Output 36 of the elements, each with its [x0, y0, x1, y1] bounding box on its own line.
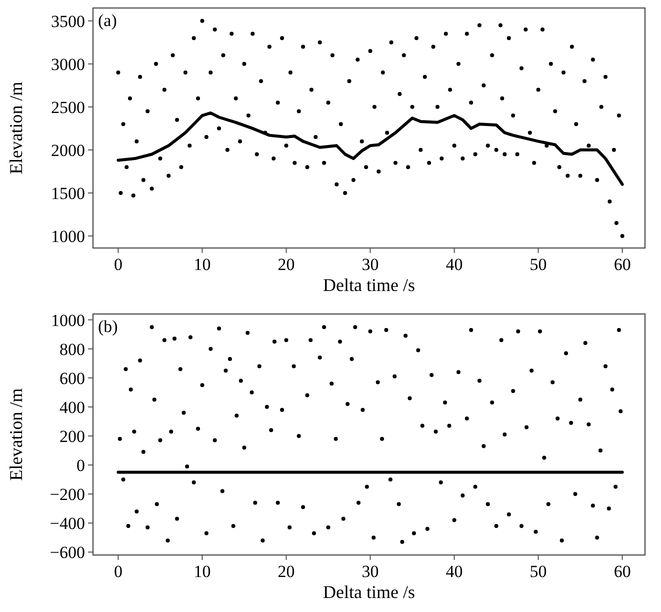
y-tick-label: −200: [50, 484, 85, 504]
line-series: [116, 111, 624, 186]
y-tick-label: 1000: [51, 226, 85, 246]
x-tick-label: 20: [278, 562, 295, 581]
annotation: (a): [98, 11, 117, 30]
x-tick-label: 0: [114, 255, 122, 274]
y-tick-label: 1000: [51, 310, 85, 330]
y-tick-label: −600: [50, 543, 85, 562]
x-tick-label: 10: [194, 255, 211, 274]
y-tick-label: 800: [60, 340, 85, 359]
y-tick-label: 3500: [51, 12, 85, 31]
x-tick-label: 50: [530, 255, 547, 274]
x-tick-label: 60: [614, 562, 631, 581]
y-tick-label: 400: [60, 398, 85, 417]
y-axis-title: Elevation /m: [6, 82, 26, 174]
y-tick-label: 200: [60, 426, 85, 446]
x-tick-label: 30: [362, 562, 379, 581]
x-axis-title: Delta time /s: [323, 582, 415, 602]
y-tick-label: 3000: [51, 54, 85, 74]
y-tick-label: 600: [60, 368, 85, 388]
y-tick-label: 0: [76, 456, 85, 475]
x-tick-label: 50: [530, 562, 547, 581]
x-tick-label: 10: [194, 562, 211, 581]
x-tick-label: 30: [362, 255, 379, 274]
x-tick-label: 40: [446, 562, 463, 581]
y-tick-label: −400: [50, 514, 85, 534]
y-axis-title: Elevation /m: [6, 388, 26, 481]
x-tick-label: 20: [278, 255, 295, 274]
x-tick-label: 40: [446, 255, 463, 274]
y-tick-label: 1500: [51, 184, 85, 203]
x-tick-label: 0: [114, 562, 122, 581]
y-tick-label: 2500: [51, 98, 85, 117]
y-tick-label: 2000: [51, 140, 85, 160]
x-tick-label: 60: [614, 255, 631, 274]
annotation: (b): [98, 317, 118, 336]
x-axis-title: Delta time /s: [323, 275, 415, 295]
